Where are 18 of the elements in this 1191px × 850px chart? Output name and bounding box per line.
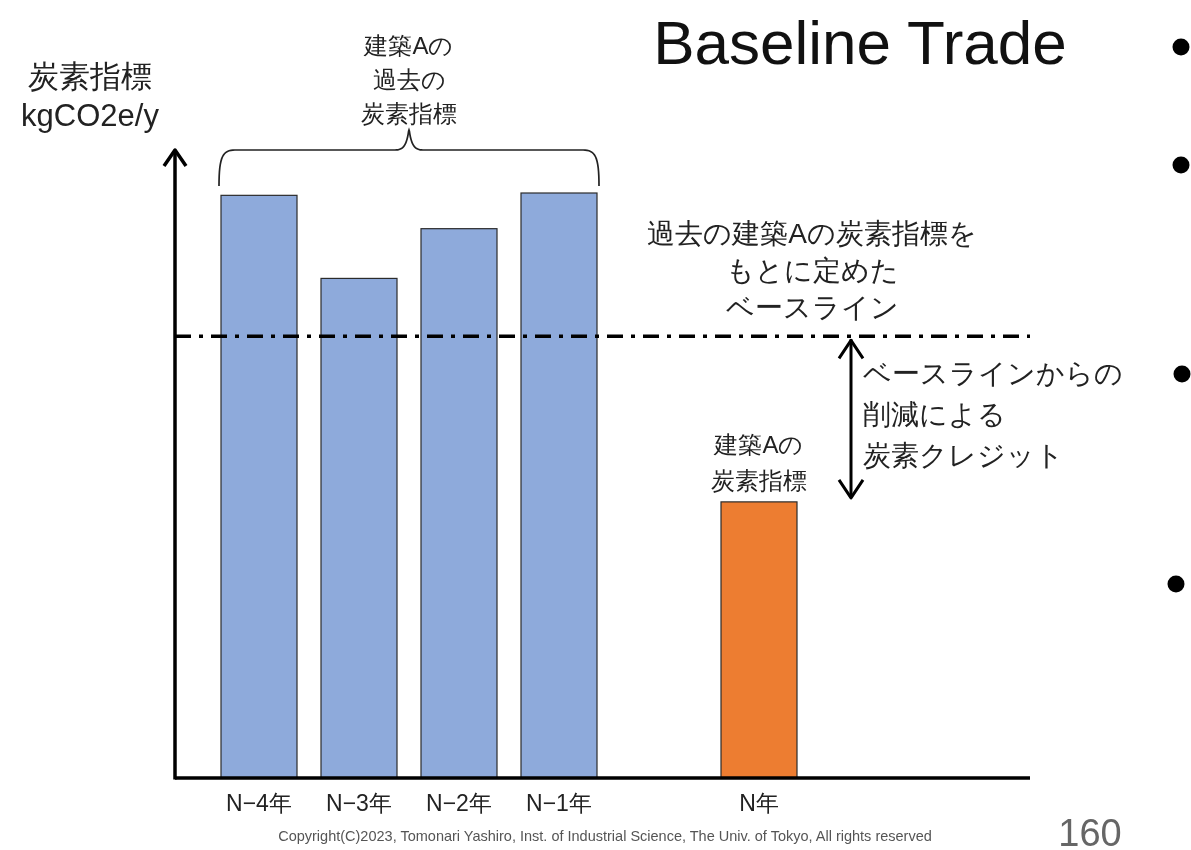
x-tick-label: N−2年	[426, 790, 492, 816]
y-axis-title: 炭素指標 kgCO2e/y	[21, 59, 160, 133]
bar	[320, 277, 398, 779]
x-tick-label: N−3年	[326, 790, 392, 816]
x-tick-label: N−1年	[526, 790, 592, 816]
bar	[720, 501, 798, 779]
chart-title: Baseline Trade	[653, 8, 1067, 77]
text: Copyright(C)2023, Tomonari Yashiro, Inst. of Industrial Science, The Univ. of Tokyo, All rights reserved	[278, 828, 932, 844]
bar	[220, 194, 298, 779]
x-tick-label: N−4年	[226, 790, 292, 816]
ref-line-label: 過去の建築Aの炭素指標をもとに定めたベースライン	[647, 218, 977, 324]
text: 160	[1058, 812, 1122, 850]
text: ベースラインからの削減による炭素クレジット	[863, 358, 1123, 472]
annotation: 建築Aの炭素指標	[711, 430, 807, 494]
x-tick-label: N年	[739, 790, 779, 816]
text: 建築Aの過去の炭素指標	[361, 32, 457, 127]
bar	[420, 228, 498, 779]
bar	[520, 192, 598, 779]
